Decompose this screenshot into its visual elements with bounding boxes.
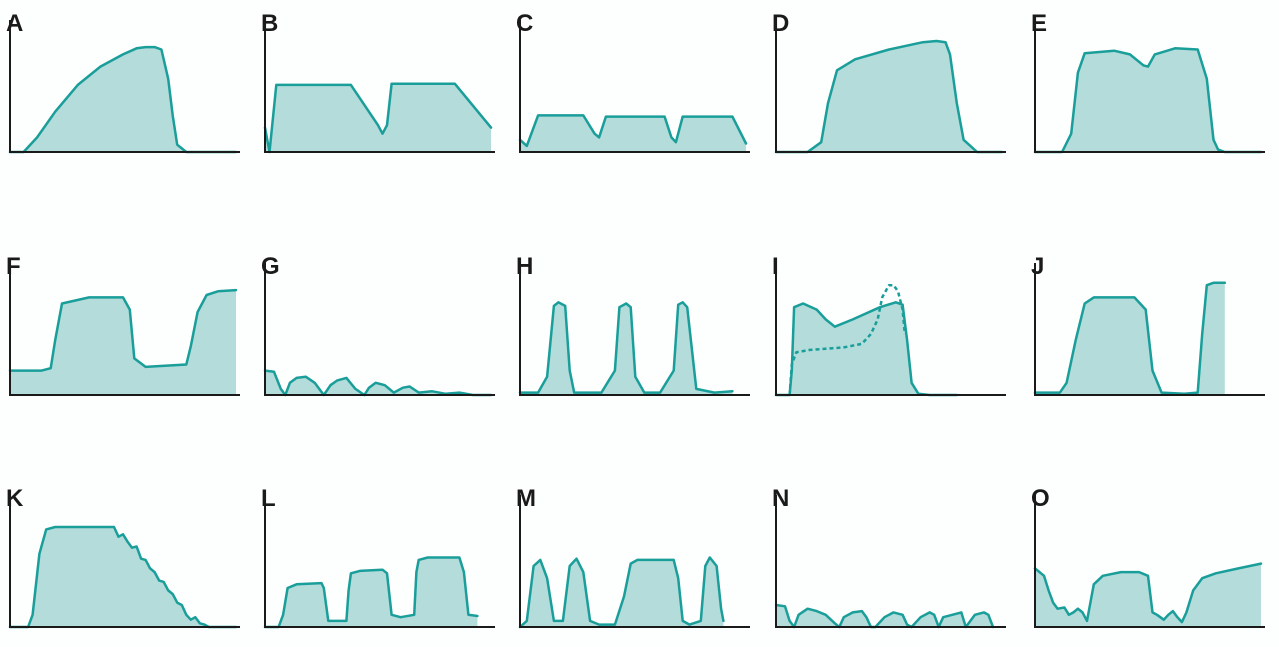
figure-grid: A B C D E F G H I J K L M N O <box>6 12 1279 629</box>
series-line <box>1033 562 1263 624</box>
area-fill <box>776 605 993 627</box>
series-line <box>518 556 725 629</box>
series-line <box>518 114 748 148</box>
panel-letter: L <box>261 485 276 512</box>
series-line <box>8 45 238 154</box>
series-line <box>774 603 995 629</box>
dashed-series-line <box>788 283 907 396</box>
series-line <box>8 288 238 372</box>
panel-g: G <box>261 255 511 415</box>
panel-e: E <box>1031 12 1279 172</box>
area-fill <box>776 302 957 395</box>
panel-letter: M <box>516 485 536 512</box>
panel-plot <box>1033 495 1265 628</box>
panel-a: A <box>6 12 256 172</box>
panel-o: O <box>1031 487 1279 647</box>
area-fill <box>265 557 478 627</box>
panel-letter: A <box>6 10 24 37</box>
series-line <box>8 525 238 629</box>
panel-letter: G <box>261 253 280 280</box>
panel-letter: J <box>1031 253 1045 280</box>
panel-plot <box>518 20 750 153</box>
area-fill <box>10 527 236 627</box>
series-line <box>1033 281 1227 396</box>
panel-plot <box>518 495 750 629</box>
panel-letter: D <box>772 10 790 37</box>
panel-n: N <box>772 487 1022 647</box>
area-fill <box>520 557 724 627</box>
series-line <box>774 301 959 397</box>
area-fill <box>520 302 733 395</box>
series-line <box>774 39 1004 154</box>
area-fill <box>1035 563 1261 627</box>
panel-m: M <box>516 487 766 647</box>
panel-plot <box>8 263 240 396</box>
panel-k: K <box>6 487 256 647</box>
area-fill <box>265 83 491 152</box>
panel-d: D <box>772 12 1022 172</box>
area-fill <box>10 47 236 152</box>
area-fill <box>520 115 746 152</box>
panel-c: C <box>516 12 766 172</box>
panel-plot <box>1033 263 1265 396</box>
area-fill <box>1035 282 1225 395</box>
area-fill <box>10 290 236 395</box>
panel-plot <box>263 495 495 629</box>
panel-letter: I <box>772 253 779 280</box>
panel-plot <box>774 495 1006 629</box>
series-line <box>263 82 493 154</box>
panel-f: F <box>6 255 256 415</box>
series-line <box>263 556 479 629</box>
panel-letter: B <box>261 10 279 37</box>
panel-plot <box>774 20 1006 154</box>
panel-l: L <box>261 487 511 647</box>
panel-plot <box>8 495 240 629</box>
panel-plot <box>8 20 240 154</box>
panel-letter: F <box>6 253 21 280</box>
panel-j: J <box>1031 255 1279 415</box>
panel-letter: K <box>6 485 24 512</box>
series-line <box>263 369 493 397</box>
panel-plot <box>263 20 495 154</box>
panel-letter: E <box>1031 10 1048 37</box>
series-line <box>1033 47 1263 154</box>
panel-plot <box>518 263 750 396</box>
panel-letter: O <box>1031 485 1050 512</box>
panel-h: H <box>516 255 766 415</box>
area-fill <box>265 370 491 395</box>
panel-letter: H <box>516 253 534 280</box>
panel-letter: C <box>516 10 534 37</box>
panel-plot <box>263 263 495 397</box>
panel-plot <box>774 263 1006 397</box>
series-line <box>518 301 734 394</box>
panel-b: B <box>261 12 511 172</box>
area-fill <box>776 41 1002 152</box>
panel-plot <box>1033 20 1265 154</box>
panel-letter: N <box>772 485 790 512</box>
panel-i: I <box>772 255 1022 415</box>
